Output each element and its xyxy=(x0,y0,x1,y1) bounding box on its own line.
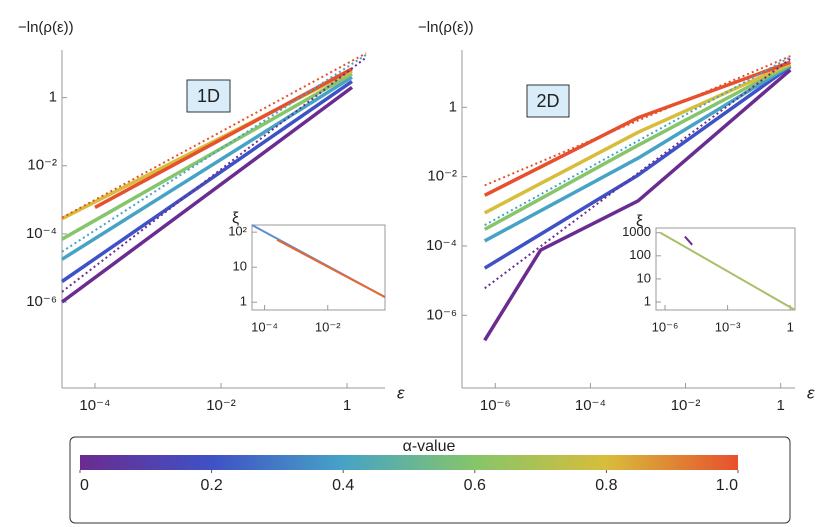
colorbar-tick-label: 0.4 xyxy=(332,477,354,494)
legend-title: α-value xyxy=(403,438,456,455)
dotted-line xyxy=(61,52,367,219)
x-tick-label: 10⁻⁶ xyxy=(652,319,679,334)
x-tick-label: 10⁻⁴ xyxy=(575,397,606,414)
x-axis-label: ε xyxy=(397,383,405,402)
line xyxy=(684,235,693,246)
x-tick-label: 1 xyxy=(777,397,785,414)
y-tick-label: 1 xyxy=(240,294,247,309)
y-tick-label: 1 xyxy=(49,89,57,106)
line xyxy=(483,64,792,243)
y-tick-label: 10 xyxy=(637,270,651,285)
y-tick-label: 10⁻⁴ xyxy=(26,225,57,242)
line xyxy=(60,85,354,304)
y-tick-label: 1 xyxy=(644,293,651,308)
dotted-line xyxy=(61,56,367,293)
line xyxy=(659,231,796,311)
y-tick-label: 10⁻² xyxy=(427,168,457,185)
x-tick-label: 1 xyxy=(787,319,794,334)
x-tick-label: 10⁻⁴ xyxy=(79,397,110,414)
dotted-line xyxy=(61,54,367,253)
x-tick-label: 10⁻⁶ xyxy=(480,397,511,414)
line xyxy=(94,67,353,209)
y-tick-label: 10² xyxy=(228,224,247,239)
y-tick-label: 10 xyxy=(233,259,247,274)
dotted-line xyxy=(484,56,791,226)
colorbar-tick-label: 0.2 xyxy=(200,477,222,494)
dotted-line xyxy=(484,55,791,187)
annotation-box xyxy=(526,84,570,118)
inset-frame xyxy=(655,227,796,311)
line xyxy=(483,63,792,231)
line xyxy=(61,72,353,241)
x-tick-label: 10⁻³ xyxy=(715,319,741,334)
y-tick-label: 1 xyxy=(449,98,457,115)
y-axis-label: −ln(ρ(ε)) xyxy=(418,19,474,36)
x-tick-label: 1 xyxy=(343,397,351,414)
colorbar-tick-label: 1.0 xyxy=(716,477,738,494)
x-axis-label: ε xyxy=(807,383,815,402)
colorbar-tick-label: 0.8 xyxy=(595,477,617,494)
y-axis-label: −ln(ρ(ε)) xyxy=(18,19,74,36)
y-tick-label: 10⁻⁶ xyxy=(26,293,57,310)
y-tick-label: 10⁻⁶ xyxy=(426,306,457,323)
line xyxy=(61,79,353,283)
y-axis-label: ξ xyxy=(232,210,239,227)
colorbar-tick-label: 0.6 xyxy=(464,477,486,494)
y-tick-label: 10⁻² xyxy=(27,157,57,174)
y-tick-label: 10⁻⁴ xyxy=(426,237,457,254)
y-tick-label: 1000 xyxy=(622,224,651,239)
annotation: 1D xyxy=(197,86,220,106)
line xyxy=(483,65,792,270)
annotation: 2D xyxy=(536,91,559,111)
line xyxy=(276,239,386,298)
dotted-line xyxy=(484,58,792,290)
y-axis-label: ξ xyxy=(636,213,643,230)
x-tick-label: 10⁻² xyxy=(206,397,236,414)
line xyxy=(483,68,792,342)
colorbar xyxy=(80,455,738,470)
colorbar-tick-label: 0 xyxy=(80,477,89,494)
line xyxy=(483,62,792,215)
inset-frame xyxy=(251,224,386,311)
line xyxy=(483,60,791,197)
annotation-box xyxy=(186,79,231,113)
line xyxy=(61,75,353,261)
x-tick-label: 10⁻⁴ xyxy=(251,319,278,334)
x-tick-label: 10⁻² xyxy=(671,397,701,414)
x-tick-label: 10⁻² xyxy=(315,319,341,334)
y-tick-label: 100 xyxy=(629,247,651,262)
